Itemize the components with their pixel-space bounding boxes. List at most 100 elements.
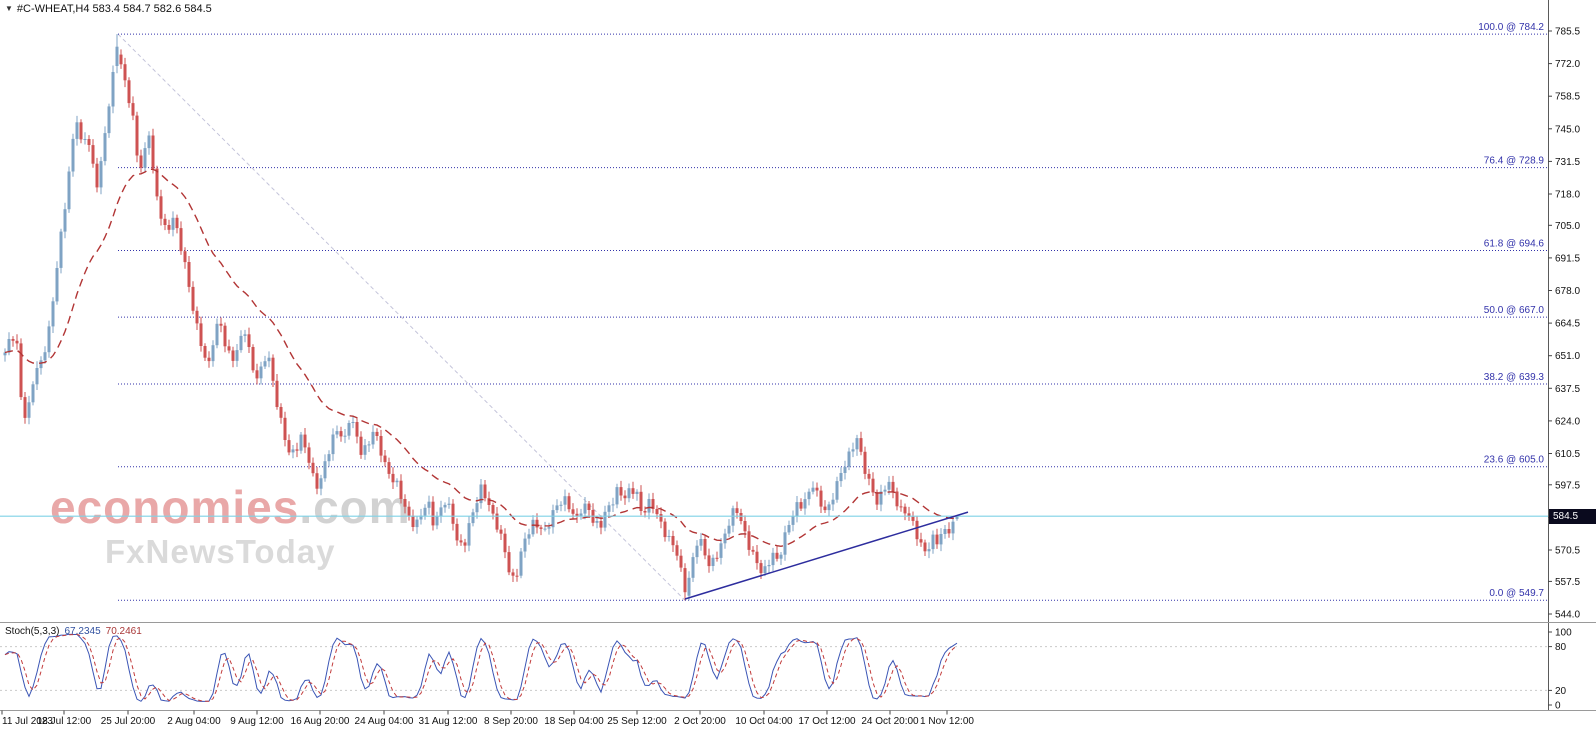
candle-body	[939, 534, 943, 545]
stoch-indicator-label: Stoch(5,3,3)	[5, 626, 60, 637]
candle-body	[587, 503, 591, 510]
time-tick-label: 2 Aug 04:00	[167, 716, 221, 727]
candle-body	[59, 231, 63, 268]
price-tick-label: 597.5	[1555, 480, 1580, 491]
candle-body	[343, 435, 347, 437]
candle-body	[119, 54, 123, 65]
candle-body	[455, 523, 459, 541]
candle-body	[747, 531, 751, 550]
candle-body	[947, 529, 951, 534]
candle-body	[247, 334, 251, 347]
candle-body	[571, 509, 575, 514]
candle-body	[523, 538, 527, 552]
price-tick-label: 758.5	[1555, 92, 1580, 103]
time-tick-label: 8 Sep 20:00	[484, 716, 538, 727]
stoch-d-line	[4, 633, 958, 702]
candle-body	[467, 523, 471, 546]
candle-body	[491, 505, 495, 514]
watermark: economies.com FxNewsToday	[50, 484, 411, 568]
time-tick-label: 9 Aug 12:00	[230, 716, 284, 727]
candle-body	[103, 133, 107, 162]
candle-body	[95, 163, 99, 188]
time-tick-label: 16 Aug 20:00	[291, 716, 350, 727]
price-tick-label: 691.5	[1555, 253, 1580, 264]
candle-body	[211, 345, 215, 362]
candle-body	[771, 552, 775, 566]
candle-body	[179, 228, 183, 252]
candle-body	[447, 503, 451, 505]
price-axis[interactable]: 785.5 772.0 758.5 745.0 731.5 718.0 705.0 691.5…	[1548, 27, 1580, 621]
candle-body	[615, 487, 619, 505]
candle-body	[283, 417, 287, 440]
candle-body	[791, 516, 795, 525]
candle-body	[115, 46, 119, 66]
candle-body	[163, 218, 167, 225]
time-tick-label: 18 Sep 04:00	[544, 716, 604, 727]
fib-level-label: 76.4 @ 728.9	[1484, 156, 1545, 167]
candle-body	[243, 334, 247, 336]
candle-body	[443, 504, 447, 508]
stoch-d-value: 70.2461	[105, 626, 142, 637]
candle-body	[439, 507, 443, 517]
fibonacci-retracement: 100.0 @ 784.2 76.4 @ 728.9 61.8 @ 694.6 50.…	[117, 22, 1548, 601]
candle-body	[639, 491, 643, 511]
candle-body	[67, 171, 71, 210]
candle-body	[579, 513, 583, 517]
candle-body	[739, 513, 743, 521]
price-tick-label: 570.5	[1555, 546, 1580, 557]
candle-body	[607, 505, 611, 512]
candle-body	[279, 407, 283, 418]
watermark-brand-line: economies.com	[50, 484, 411, 530]
candle-body	[651, 499, 655, 509]
stoch-tick-label: 100	[1555, 628, 1572, 639]
candle-body	[487, 498, 491, 505]
candle-body	[691, 557, 695, 578]
candle-body	[847, 451, 851, 467]
candle-body	[307, 447, 311, 463]
candle-body	[423, 507, 427, 516]
price-tick-label: 678.0	[1555, 286, 1580, 297]
candle-body	[167, 225, 171, 230]
stoch-indicator-header: Stoch(5,3,3) 67.2345 70.2461	[5, 626, 142, 637]
candle-body	[187, 262, 191, 287]
candle-body	[159, 196, 163, 219]
candle-body	[275, 380, 279, 407]
stoch-axis[interactable]: 100 80 20 0	[1548, 628, 1572, 712]
candle-body	[395, 480, 399, 483]
candle-body	[907, 513, 911, 517]
candle-body	[11, 339, 15, 341]
candle-body	[407, 506, 411, 516]
candle-body	[783, 532, 787, 555]
price-tick-label: 745.0	[1555, 124, 1580, 135]
candle-body	[563, 496, 567, 505]
candle-body	[583, 503, 587, 514]
candle-body	[375, 431, 379, 436]
candle-body	[559, 504, 563, 506]
candle-body	[699, 539, 703, 546]
candle-body	[647, 499, 651, 513]
candle-body	[743, 521, 747, 532]
candle-body	[87, 139, 91, 145]
candle-body	[883, 489, 887, 492]
candle-body	[711, 557, 715, 566]
candle-body	[215, 323, 219, 346]
candle-body	[427, 501, 431, 508]
time-tick-label: 1 Nov 12:00	[920, 716, 974, 727]
candle-body	[955, 516, 959, 519]
candle-body	[719, 543, 723, 558]
candle-body	[383, 455, 387, 463]
price-tick-label: 624.0	[1555, 416, 1580, 427]
candle-body	[543, 528, 547, 530]
candle-body	[863, 451, 867, 474]
candle-body	[71, 138, 75, 172]
candle-body	[7, 339, 11, 353]
candle-body	[335, 431, 339, 435]
stoch-level-lines	[0, 646, 1548, 691]
candle-body	[127, 80, 131, 104]
moving-average-line	[4, 168, 958, 548]
candle-body	[659, 514, 663, 522]
candle-body	[191, 286, 195, 311]
candle-body	[923, 542, 927, 552]
